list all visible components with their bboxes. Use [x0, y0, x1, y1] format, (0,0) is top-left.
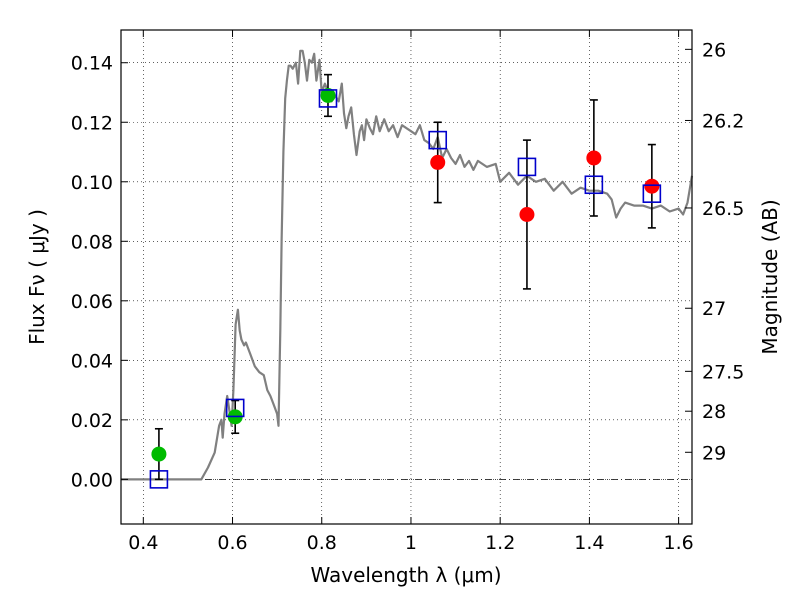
y-tick-label: 0.08	[71, 231, 113, 253]
y-tick-label: 0.14	[71, 53, 113, 75]
mag-tick-label: 26.2	[702, 110, 744, 132]
mag-tick-label: 27	[702, 298, 726, 320]
model-spectrum-series	[121, 49, 694, 481]
y-tick-label: 0.06	[71, 291, 113, 313]
y-axis-right-label: Magnitude (AB)	[758, 199, 782, 354]
measured-flux-point	[151, 446, 167, 462]
model-photometry-square	[517, 157, 537, 177]
x-tick-label: 0.4	[128, 532, 158, 554]
x-axis-label: Wavelength λ (μm)	[310, 563, 501, 587]
gridlines	[121, 30, 692, 524]
measured-flux-point	[519, 207, 535, 223]
model-photometry-square	[428, 130, 448, 150]
y-tick-label: 0.04	[71, 350, 113, 372]
plot-frame	[120, 29, 693, 525]
model-photometry-square	[584, 175, 604, 195]
model-photometry-square	[642, 184, 662, 203]
y-tick-label: 0.02	[71, 410, 113, 432]
model-photometry-square	[149, 470, 169, 489]
y-axis-right-magnitude: 26 26.2 26.5 27 27.5 28 29	[685, 39, 744, 464]
x-tick-label: 1	[405, 532, 417, 554]
model-photometry-points	[149, 89, 662, 489]
mag-tick-label: 28	[702, 401, 726, 423]
x-tick-label: 0.6	[217, 532, 247, 554]
mag-tick-label: 29	[702, 442, 726, 464]
model-photometry-square	[225, 398, 245, 418]
mag-tick-label: 26.5	[702, 198, 744, 220]
y-axis-label: Flux Fν ( μJy )	[25, 209, 49, 345]
measured-flux-point	[320, 87, 336, 103]
x-tick-label: 0.8	[307, 532, 337, 554]
x-tick-label: 1.4	[574, 532, 604, 554]
model-photometry-square	[318, 89, 338, 108]
x-tick-label: 1.2	[485, 532, 515, 554]
measured-flux-point	[430, 154, 446, 170]
measured-flux-point	[644, 178, 660, 194]
y-tick-label: 0.10	[71, 172, 113, 194]
y-tick-label: 0.00	[71, 469, 113, 491]
mag-tick-label: 27.5	[702, 361, 744, 383]
x-axis: 0.4 0.6 0.8 1 1.2 1.4 1.6	[128, 30, 694, 554]
y-axis-left: 0.00 0.02 0.04 0.06 0.08 0.10 0.12 0.14	[71, 53, 128, 491]
measured-flux-point	[586, 150, 602, 166]
mag-tick-label: 26	[702, 39, 726, 61]
y-tick-label: 0.12	[71, 112, 113, 134]
x-tick-label: 1.6	[664, 532, 694, 554]
model-spectrum-line	[121, 49, 694, 481]
